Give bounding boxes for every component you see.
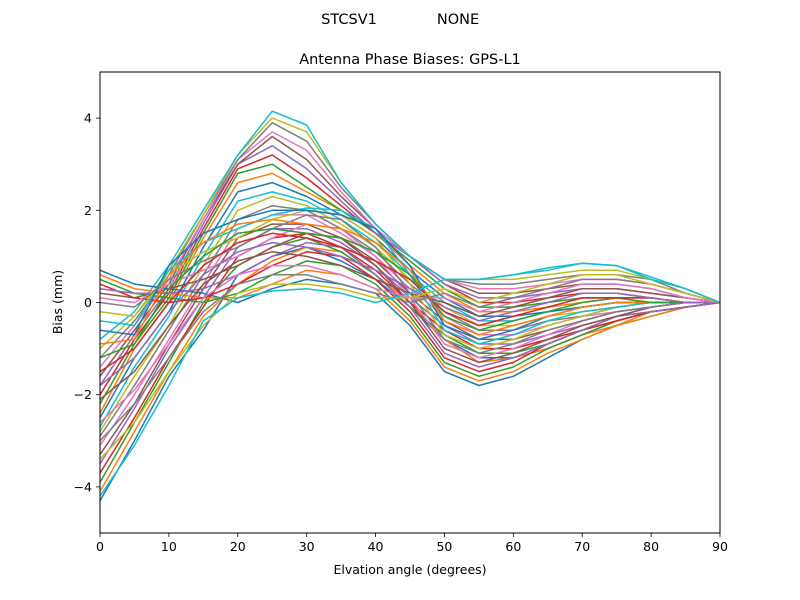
y-tick-label: 4 bbox=[84, 111, 92, 126]
x-tick-label: 30 bbox=[299, 539, 315, 554]
series-line-s34 bbox=[100, 232, 720, 373]
y-tick-label: −4 bbox=[74, 479, 92, 494]
x-tick-label: 60 bbox=[505, 539, 521, 554]
y-axis-label: Bias (mm) bbox=[50, 270, 65, 334]
suptitle-left: STCSV1 bbox=[321, 12, 377, 28]
x-tick-label: 10 bbox=[161, 539, 177, 554]
x-tick-label: 0 bbox=[96, 539, 104, 554]
y-axis: −4 −2 0 2 4 bbox=[74, 111, 100, 494]
x-tick-label: 40 bbox=[368, 539, 384, 554]
x-axis: 0 10 20 30 40 50 60 70 80 90 bbox=[96, 533, 728, 554]
series-line-s32 bbox=[100, 218, 720, 345]
x-tick-label: 80 bbox=[643, 539, 659, 554]
chart-title: Antenna Phase Biases: GPS-L1 bbox=[299, 52, 521, 68]
y-tick-label: −2 bbox=[74, 387, 92, 402]
x-axis-label: Elvation angle (degrees) bbox=[333, 562, 486, 577]
series-line-s38 bbox=[100, 274, 720, 442]
series-line-s35 bbox=[100, 241, 720, 387]
y-tick-label: 2 bbox=[84, 203, 92, 218]
x-tick-label: 20 bbox=[230, 539, 246, 554]
series-layer bbox=[100, 110, 720, 502]
suptitle-right: NONE bbox=[437, 12, 479, 28]
series-line-s40 bbox=[100, 262, 720, 497]
x-tick-label: 50 bbox=[436, 539, 452, 554]
x-tick-label: 70 bbox=[574, 539, 590, 554]
series-line-s39 bbox=[100, 274, 720, 460]
y-tick-label: 0 bbox=[84, 295, 92, 310]
x-tick-label: 90 bbox=[712, 539, 728, 554]
